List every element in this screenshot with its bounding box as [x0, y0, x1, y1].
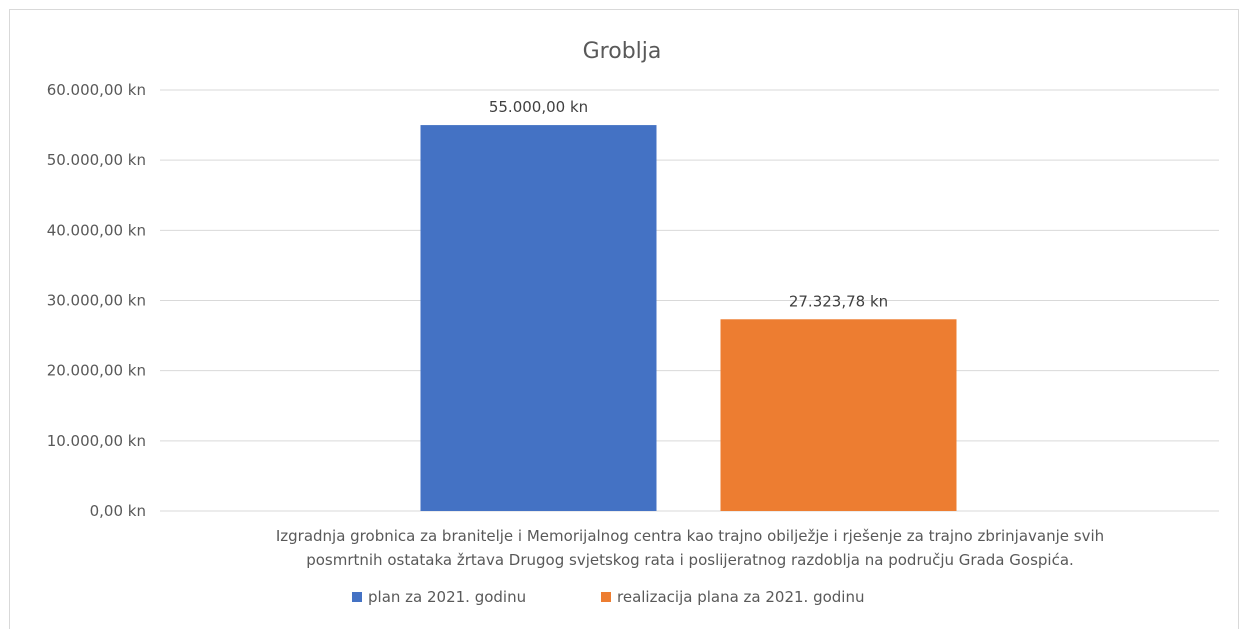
y-tick-label-0: 0,00 kn: [90, 502, 146, 520]
legend-label-realizacija: realizacija plana za 2021. godinu: [617, 588, 865, 606]
y-tick-label-6: 60.000,00 kn: [47, 81, 146, 99]
category-label: Izgradnja grobnica za branitelje i Memor…: [276, 527, 1104, 569]
data-label-plan: 55.000,00 kn: [489, 98, 588, 116]
data-labels: 55.000,00 kn 27.323,78 kn: [489, 98, 888, 310]
y-tick-label-3: 30.000,00 kn: [47, 292, 146, 310]
bars: [420, 125, 957, 511]
bar-plan: [420, 125, 657, 511]
chart-title: Groblja: [583, 39, 662, 64]
category-label-line-1: Izgradnja grobnica za branitelje i Memor…: [276, 527, 1104, 545]
legend: plan za 2021. godinu realizacija plana za…: [352, 588, 865, 606]
gridlines: [160, 89, 1219, 512]
bar-realizacija: [720, 319, 957, 511]
legend-label-plan: plan za 2021. godinu: [368, 588, 526, 606]
y-tick-label-4: 40.000,00 kn: [47, 221, 146, 239]
y-tick-label-2: 20.000,00 kn: [47, 362, 146, 380]
data-label-realizacija: 27.323,78 kn: [789, 292, 888, 310]
y-axis-tick-labels: 0,00 kn 10.000,00 kn 20.000,00 kn 30.000,00…: [47, 81, 146, 520]
legend-swatch-plan: [352, 592, 362, 602]
legend-swatch-realizacija: [601, 592, 611, 602]
y-tick-label-1: 10.000,00 kn: [47, 432, 146, 450]
category-label-line-2: posmrtnih ostataka žrtava Drugog svjetsk…: [306, 551, 1074, 569]
y-tick-label-5: 50.000,00 kn: [47, 151, 146, 169]
